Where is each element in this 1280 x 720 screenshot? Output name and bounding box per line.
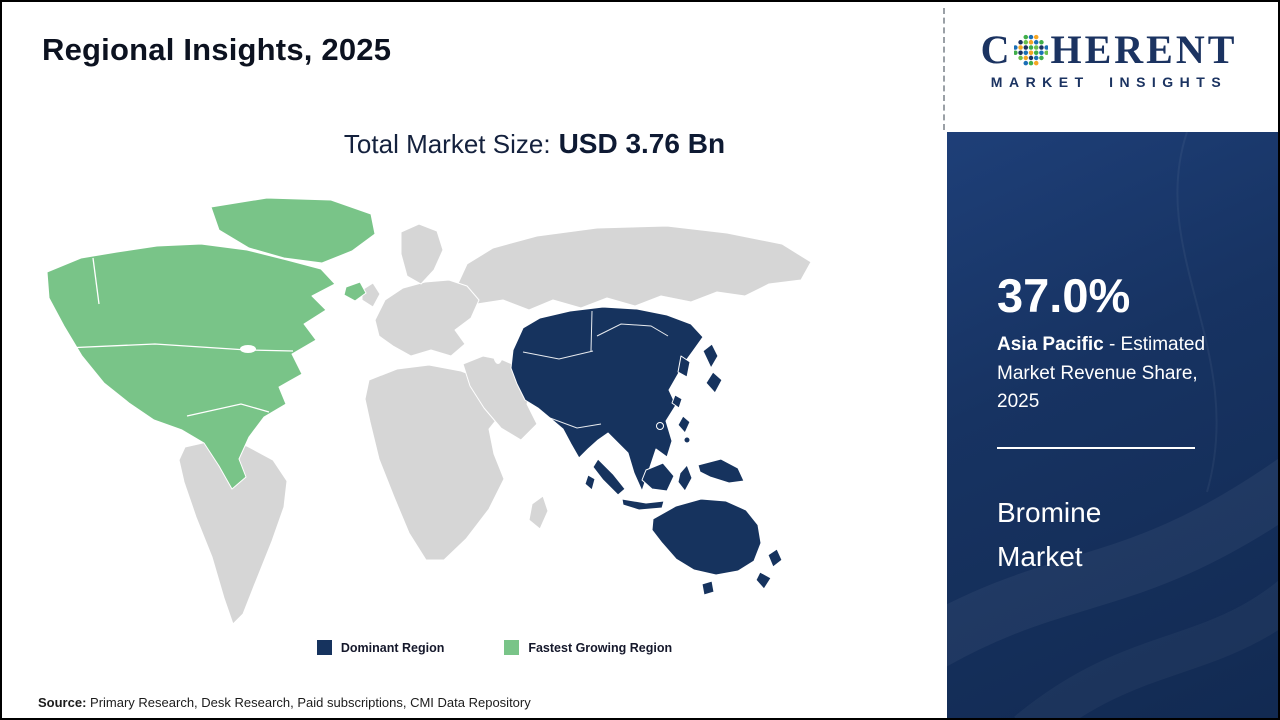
world-map [46,197,812,625]
sumatra-shape [592,458,626,496]
dominant-swatch-icon [316,640,332,655]
source-text: Primary Research, Desk Research, Paid su… [90,695,531,710]
panel-divider [997,446,1195,449]
us-canada-border-line [64,343,294,352]
myanmar-border-line [607,432,628,455]
iceland-shape [343,281,367,302]
wordmark-c: C [980,27,1013,72]
legend-item-fastest-growing: Fastest Growing Region [504,640,672,655]
globe-icon [1014,34,1049,66]
java-shape [621,498,665,511]
map-region-dominant [510,306,783,596]
mongolia-border-line [596,323,669,337]
legend: Dominant Region Fastest Growing Region [2,640,947,655]
scandinavia-shape [400,223,444,285]
caspian-sea-shape [493,342,503,364]
europe-shape [374,279,480,357]
sulawesi-shape [677,464,693,492]
asia-main-shape [510,306,704,492]
dominant-region-borders [522,310,669,455]
greenland-shape [210,197,376,264]
tasmania-shape [701,580,715,596]
madagascar-shape [528,495,549,530]
market-size-label: Total Market Size: [343,129,551,159]
north-america-shape [46,243,336,490]
green-region-borders [64,257,294,417]
source-label: Source: [38,695,87,710]
map-region-fastest-growing [46,197,376,490]
brand-logo: C HERENT MARKET INSIGHTS [956,30,1262,91]
south-america-shape [178,439,288,625]
new-zealand-north-shape [767,548,783,568]
legend-label-dominant: Dominant Region [340,640,445,655]
market-share-value: 37.0% [997,269,1131,322]
legend-label-fastest-growing: Fastest Growing Region [528,640,673,655]
region-description: - Estimated Market Revenue Share, 2025 [997,334,1206,412]
highlight-panel: 37.0% Asia Pacific - Estimated Market Re… [947,132,1278,718]
panel-content: 37.0% Asia Pacific - Estimated Market Re… [947,132,1278,580]
japan-north-shape [702,343,719,369]
panel-texture [947,132,1278,718]
market-share-caption: Asia Pacific - Estimated Market Revenue … [997,331,1235,417]
philippines-shape [677,415,691,434]
total-market-size: Total Market Size: USD 3.76 Bn [2,128,947,160]
philippines-south-shape [683,436,691,444]
alaska-border-line [92,257,100,305]
hainan-shape [656,422,664,430]
market-name: Bromine Market [997,496,1102,573]
logo-divider [943,8,945,130]
page-title: Regional Insights, 2025 [42,32,392,67]
borneo-shape [641,462,675,492]
legend-item-dominant: Dominant Region [316,640,445,655]
central-asia-border-line [522,350,594,360]
uk-shape [361,282,381,308]
wordmark-rest: HERENT [1050,27,1238,72]
new-guinea-shape [697,458,745,484]
brand-wordmark: C HERENT [956,30,1262,70]
fastest-growing-swatch-icon [504,640,520,655]
kazakh-china-border-line [590,310,593,352]
great-lakes-shape [240,345,256,353]
sri-lanka-shape [584,474,596,491]
source-note: Source: Primary Research, Desk Research,… [38,695,531,710]
region-name: Asia Pacific [997,334,1104,355]
australia-shape [651,498,762,576]
taiwan-shape [671,394,683,409]
market-size-value: USD 3.76 Bn [558,128,726,159]
water-bodies [240,342,503,364]
japan-south-shape [705,371,723,394]
brand-tagline: MARKET INSIGHTS [990,74,1228,90]
india-china-border-line [549,417,602,429]
korea-shape [677,355,691,378]
us-mexico-border-line [186,403,270,417]
new-zealand-south-shape [755,571,772,590]
russia-north-asia-shape [454,225,812,311]
